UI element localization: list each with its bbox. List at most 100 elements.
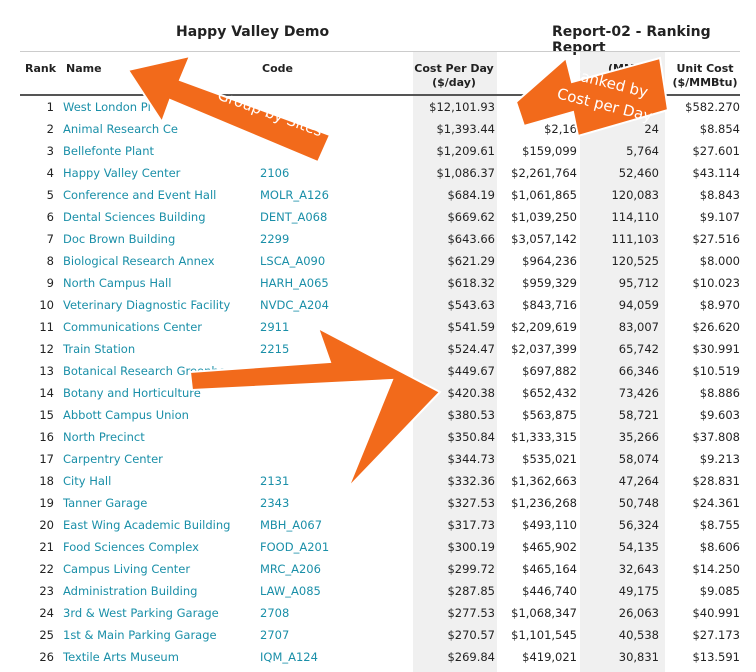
site-name-link[interactable]: 3rd & West Parking Garage (63, 606, 219, 620)
cost-per-day-value: $299.72 (447, 562, 495, 576)
row-rank: 19 (39, 496, 54, 510)
table-row: 18 City Hall 2131 $332.36 $1,362,663 47,264 $2… (0, 470, 756, 492)
unit-cost-value: $8.970 (699, 298, 740, 312)
unit-header-line2: ($/MMBtu) (672, 76, 738, 89)
usage-value: 40,538 (618, 628, 659, 642)
site-code-link[interactable]: AHGA (260, 364, 294, 378)
usage-value: 120,525 (611, 254, 659, 268)
cost-per-day-value: $317.73 (447, 518, 495, 532)
site-code-link[interactable]: 2708 (260, 606, 290, 620)
column-header-cost-per-day[interactable]: Cost Per Day ($/day) (413, 62, 495, 90)
table-row: 8 Biological Research Annex LSCA_A090 $621.… (0, 250, 756, 272)
site-name-link[interactable]: Conference and Event Hall (63, 188, 217, 202)
table-row: 7 Doc Brown Building 2299 $643.66 $3,057,142… (0, 228, 756, 250)
unit-cost-value: $9.213 (699, 452, 740, 466)
unit-cost-value: $8.606 (699, 540, 740, 554)
site-name-link[interactable]: Train Station (63, 342, 136, 356)
site-name-link[interactable]: Dental Sciences Building (63, 210, 206, 224)
column-header-name[interactable]: Name (66, 62, 102, 75)
column-header-rank[interactable]: Rank (25, 62, 57, 75)
site-code-link[interactable]: LAW_A085 (260, 584, 321, 598)
site-code-link[interactable]: 2131 (260, 474, 290, 488)
cost-per-day-value: $269.84 (447, 650, 495, 664)
site-name-link[interactable]: Animal Research Ce (63, 122, 178, 136)
site-code-link[interactable]: MOLR_A126 (260, 188, 329, 202)
total-cost-value: $2,037,399 (511, 342, 577, 356)
unit-cost-value: $26.620 (692, 320, 740, 334)
total-cost-value: $964,236 (522, 254, 577, 268)
site-code-link[interactable]: MRC_A206 (260, 562, 321, 576)
unit-cost-value: $582.270 (685, 100, 740, 114)
total-cost-value: $843,716 (522, 298, 577, 312)
column-header-usage[interactable]: (MMBtu) (608, 62, 662, 75)
site-name-link[interactable]: Tanner Garage (63, 496, 148, 510)
cost-per-day-value: $543.63 (447, 298, 495, 312)
site-code-link[interactable]: LSCA_A090 (260, 254, 326, 268)
site-name-link[interactable]: Administration Building (63, 584, 198, 598)
usage-value: 32,643 (618, 562, 659, 576)
site-name-link[interactable]: 1st & Main Parking Garage (63, 628, 217, 642)
site-code-link[interactable]: 2343 (260, 496, 290, 510)
site-code-link[interactable]: FOOD_A201 (260, 540, 330, 554)
row-rank: 26 (39, 650, 54, 664)
site-name-link[interactable]: Botany and Horticulture (63, 386, 201, 400)
table-row: 19 Tanner Garage 2343 $327.53 $1,236,268 50,7… (0, 492, 756, 514)
site-name-link[interactable]: Biological Research Annex (63, 254, 215, 268)
usage-value: 26,063 (618, 606, 659, 620)
cost-per-day-value: $420.38 (447, 386, 495, 400)
site-code-link[interactable]: DENT_A068 (260, 210, 328, 224)
site-name-link[interactable]: North Precinct (63, 430, 145, 444)
site-name-link[interactable]: Doc Brown Building (63, 232, 176, 246)
unit-cost-value: $27.601 (692, 144, 740, 158)
row-rank: 12 (39, 342, 54, 356)
site-name-link[interactable]: Bellefonte Plant (63, 144, 155, 158)
row-rank: 18 (39, 474, 54, 488)
site-name-link[interactable]: Food Sciences Complex (63, 540, 199, 554)
row-rank: 13 (39, 364, 54, 378)
unit-cost-value: $27.173 (692, 628, 740, 642)
site-name-link[interactable]: City Hall (63, 474, 112, 488)
usage-value: 47,264 (618, 474, 659, 488)
column-header-code[interactable]: Code (262, 62, 293, 75)
site-name-link[interactable]: Campus Living Center (63, 562, 191, 576)
cost-per-day-value: $287.85 (447, 584, 495, 598)
usage-value: 120,083 (611, 188, 659, 202)
site-name-link[interactable]: East Wing Academic Building (63, 518, 231, 532)
total-cost-value: $1,068,347 (511, 606, 577, 620)
cost-header-line2: ($/day) (432, 76, 476, 89)
row-rank: 9 (46, 276, 54, 290)
site-code-link[interactable]: 2707 (260, 628, 290, 642)
site-code-link[interactable]: HARH_A065 (260, 276, 329, 290)
row-rank: 6 (46, 210, 54, 224)
total-cost-value: $3,057,142 (511, 232, 577, 246)
site-name-link[interactable]: Happy Valley Center (63, 166, 181, 180)
usage-value: 30,831 (618, 650, 659, 664)
unit-cost-value: $10.519 (692, 364, 740, 378)
cost-per-day-value: $350.84 (447, 430, 495, 444)
site-code-link[interactable]: 2299 (260, 232, 290, 246)
site-name-link[interactable]: Botanical Research Greenhouse D (63, 364, 243, 378)
column-header-unit-cost[interactable]: Unit Cost ($/MMBtu) (665, 62, 745, 90)
site-code-link[interactable]: 2911 (260, 320, 290, 334)
cost-header-line1: Cost Per Day (414, 62, 494, 75)
usage-value: 5,764 (626, 144, 659, 158)
total-cost-value: $446,740 (522, 584, 577, 598)
site-code-link[interactable]: MBH_A067 (260, 518, 323, 532)
site-code-link[interactable]: NVDC_A204 (260, 298, 329, 312)
site-name-link[interactable]: Textile Arts Museum (63, 650, 179, 664)
usage-value: 66,346 (618, 364, 659, 378)
site-name-link[interactable]: Veterinary Diagnostic Facility (63, 298, 231, 312)
site-name-link[interactable]: Communications Center (63, 320, 202, 334)
site-code-link[interactable]: 2215 (260, 342, 290, 356)
total-cost-value: $1,061,865 (511, 188, 577, 202)
site-code-link[interactable]: 2106 (260, 166, 290, 180)
site-name-link[interactable]: Carpentry Center (63, 452, 163, 466)
table-row: 22 Campus Living Center MRC_A206 $299.72 $46… (0, 558, 756, 580)
cost-per-day-value: $12,101.93 (429, 100, 495, 114)
site-name-link[interactable]: Abbott Campus Union (63, 408, 189, 422)
unit-cost-value: $8.886 (699, 386, 740, 400)
row-rank: 3 (46, 144, 54, 158)
site-code-link[interactable]: IQM_A124 (260, 650, 318, 664)
site-name-link[interactable]: North Campus Hall (63, 276, 172, 290)
cost-per-day-value: $684.19 (447, 188, 495, 202)
